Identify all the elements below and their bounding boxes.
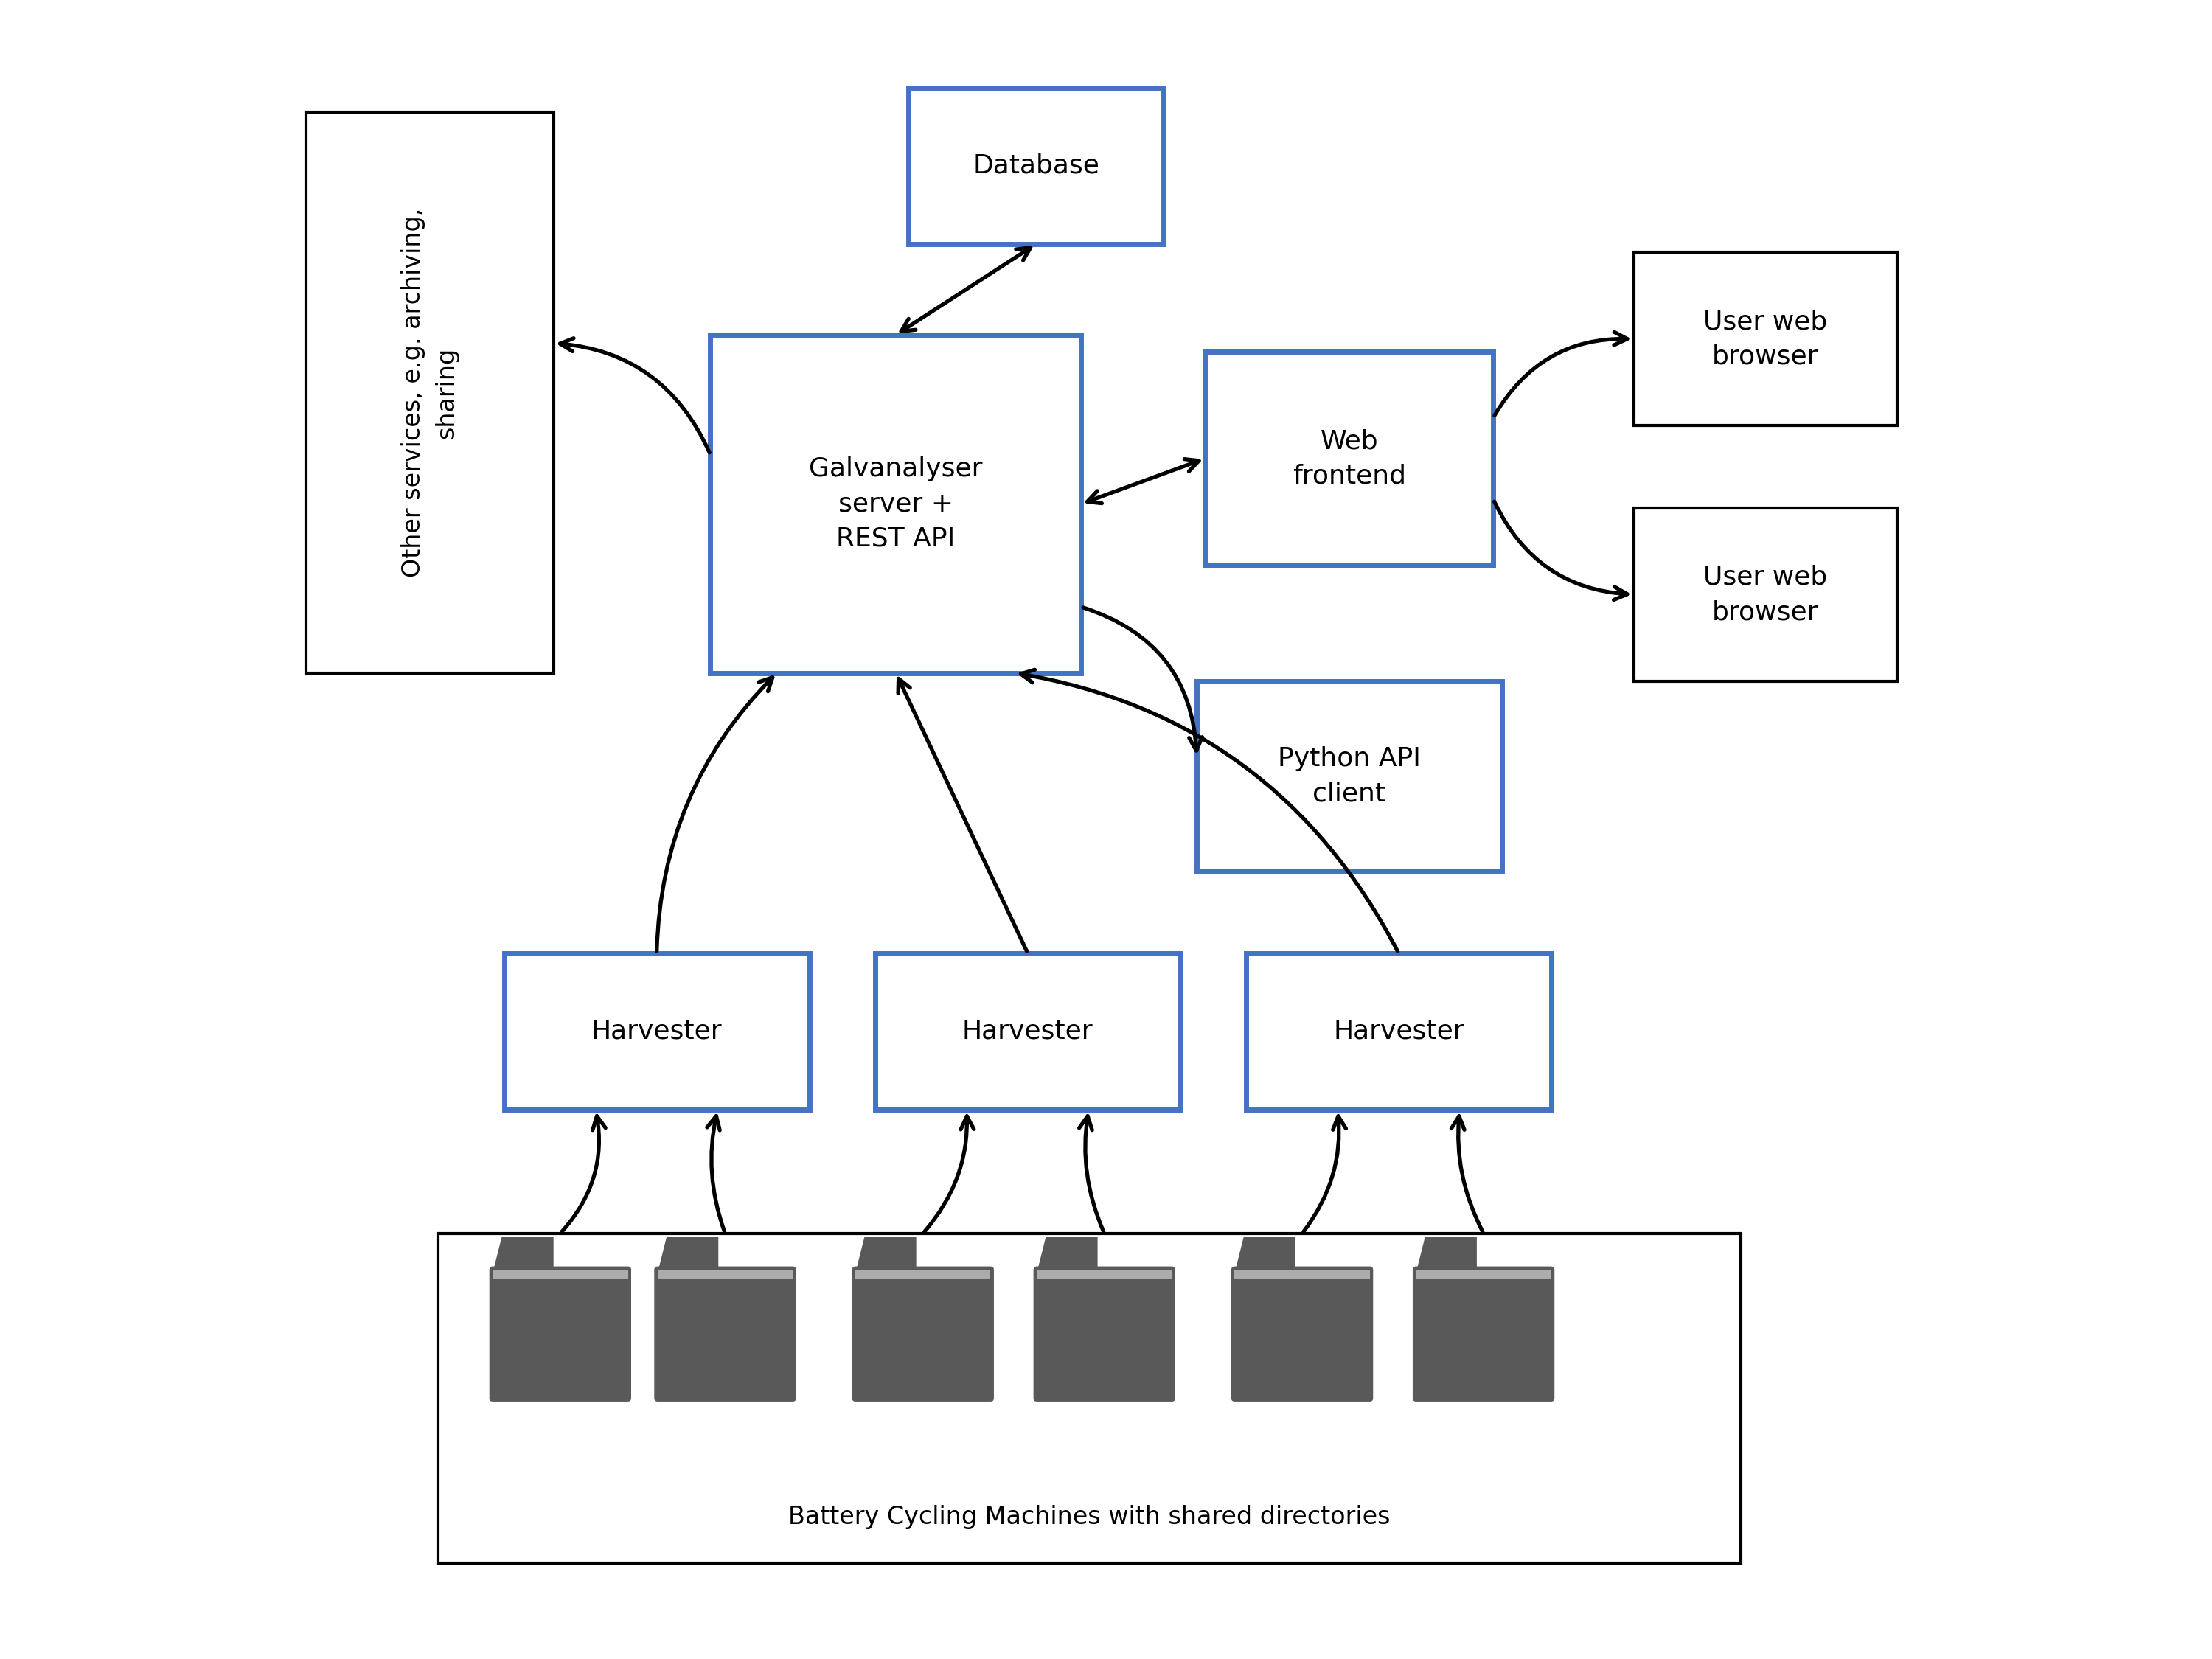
FancyBboxPatch shape [493,1269,628,1279]
FancyBboxPatch shape [1416,1269,1551,1279]
Text: Harvester: Harvester [962,1019,1093,1044]
FancyBboxPatch shape [1037,1269,1172,1279]
Text: User web
browser: User web browser [1703,309,1827,368]
FancyBboxPatch shape [1234,1269,1369,1279]
FancyBboxPatch shape [655,1266,796,1402]
FancyBboxPatch shape [852,1266,993,1402]
Polygon shape [657,1236,719,1272]
Text: Web
frontend: Web frontend [1292,428,1407,488]
Text: Database: Database [973,153,1099,179]
Polygon shape [856,1236,916,1272]
FancyBboxPatch shape [856,1269,991,1279]
FancyBboxPatch shape [1413,1266,1555,1402]
Text: Other services, e.g. archiving,
sharing: Other services, e.g. archiving, sharing [400,207,460,577]
Text: Python API
client: Python API client [1279,747,1420,806]
FancyBboxPatch shape [1232,1266,1374,1402]
Text: Harvester: Harvester [591,1019,721,1044]
Polygon shape [1416,1236,1478,1272]
FancyBboxPatch shape [876,954,1181,1110]
FancyBboxPatch shape [657,1269,792,1279]
FancyBboxPatch shape [710,335,1082,674]
Polygon shape [493,1236,553,1272]
FancyBboxPatch shape [504,954,810,1110]
FancyBboxPatch shape [1635,508,1898,682]
FancyBboxPatch shape [489,1266,630,1402]
FancyBboxPatch shape [1635,252,1898,426]
FancyBboxPatch shape [1245,954,1551,1110]
Text: Harvester: Harvester [1334,1019,1464,1044]
Polygon shape [1037,1236,1097,1272]
FancyBboxPatch shape [1206,352,1493,566]
FancyBboxPatch shape [909,88,1164,244]
Text: Galvanalyser
server +
REST API: Galvanalyser server + REST API [810,456,982,551]
Text: Battery Cycling Machines with shared directories: Battery Cycling Machines with shared dir… [787,1505,1391,1530]
Polygon shape [1234,1236,1296,1272]
FancyBboxPatch shape [1033,1266,1175,1402]
Text: User web
browser: User web browser [1703,564,1827,624]
FancyBboxPatch shape [305,113,553,674]
FancyBboxPatch shape [1197,682,1502,871]
FancyBboxPatch shape [438,1233,1741,1563]
